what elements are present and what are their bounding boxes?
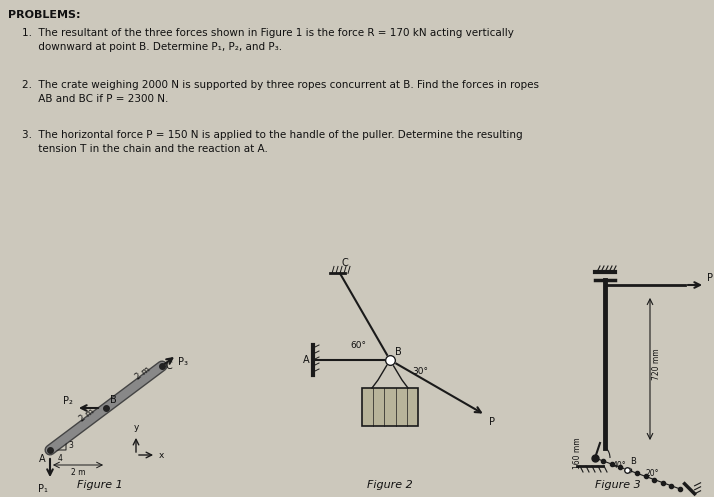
Text: Figure 1: Figure 1: [77, 480, 123, 490]
Text: 40°: 40°: [613, 461, 627, 470]
Text: B: B: [110, 395, 117, 405]
Text: downward at point B. Determine P₁, P₂, and P₃.: downward at point B. Determine P₁, P₂, a…: [22, 42, 282, 52]
Text: A: A: [39, 454, 46, 464]
Text: A: A: [303, 355, 310, 365]
Text: P₁: P₁: [38, 484, 48, 494]
Bar: [362, 388, 418, 426]
Text: 1.  The resultant of the three forces shown in Figure 1 is the force R = 170 kN : 1. The resultant of the three forces sho…: [22, 28, 514, 38]
Text: 30°: 30°: [412, 367, 428, 376]
Text: P₂: P₂: [63, 396, 73, 406]
Text: 2 m: 2 m: [78, 407, 96, 424]
Text: 4: 4: [58, 454, 62, 463]
Text: B: B: [395, 347, 402, 357]
Text: B: B: [630, 457, 636, 466]
Text: P: P: [489, 417, 496, 427]
Text: 3: 3: [68, 441, 73, 450]
Text: C: C: [166, 361, 173, 371]
Text: 60°: 60°: [350, 341, 366, 350]
Text: C: C: [342, 258, 348, 268]
Text: 2 m: 2 m: [134, 365, 152, 382]
Text: 720 mm: 720 mm: [652, 348, 661, 380]
Text: 20°: 20°: [645, 469, 658, 478]
Text: y: y: [134, 423, 139, 432]
Text: 2 m: 2 m: [71, 468, 85, 477]
Text: tension T in the chain and the reaction at A.: tension T in the chain and the reaction …: [22, 144, 268, 154]
Text: Figure 3: Figure 3: [595, 480, 641, 490]
Text: AB and BC if P = 2300 N.: AB and BC if P = 2300 N.: [22, 94, 169, 104]
Text: 3.  The horizontal force P = 150 N is applied to the handle of the puller. Deter: 3. The horizontal force P = 150 N is app…: [22, 130, 523, 140]
Text: x: x: [159, 450, 164, 460]
Text: P: P: [707, 273, 713, 283]
Text: 2.  The crate weighing 2000 N is supported by three ropes concurrent at B. Find : 2. The crate weighing 2000 N is supporte…: [22, 80, 539, 90]
Text: Figure 2: Figure 2: [367, 480, 413, 490]
Text: PROBLEMS:: PROBLEMS:: [8, 10, 81, 20]
Text: P₃: P₃: [178, 357, 188, 367]
Text: 160 mm: 160 mm: [573, 437, 581, 469]
